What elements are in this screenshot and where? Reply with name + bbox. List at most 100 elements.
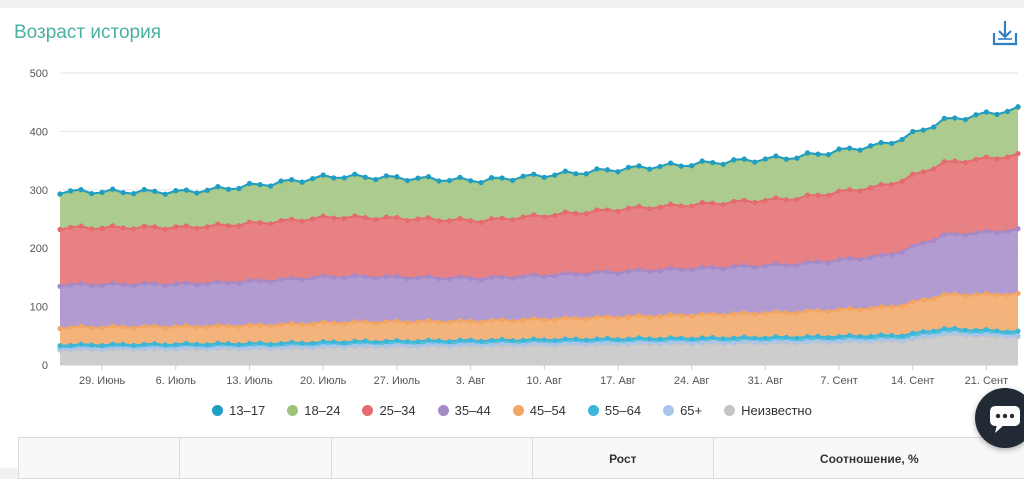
- point-45-54: [67, 325, 74, 331]
- point-55-64: [962, 327, 968, 333]
- point-45-54: [783, 310, 789, 316]
- point-35-44: [910, 243, 916, 249]
- point-45-54: [846, 305, 853, 312]
- point-55-64: [310, 340, 316, 346]
- point-13-17: [552, 172, 558, 178]
- point-45-54: [267, 323, 274, 329]
- point-55-64: [541, 337, 547, 343]
- point-45-54: [457, 317, 463, 324]
- point-45-54: [983, 290, 990, 297]
- point-45-54: [825, 308, 832, 315]
- point-45-54: [857, 307, 863, 313]
- point-35-44: [246, 277, 253, 284]
- point-13-17: [310, 175, 316, 182]
- point-13-17: [362, 174, 368, 180]
- point-35-44: [878, 252, 884, 258]
- point-55-64: [931, 328, 937, 334]
- point-45-54: [141, 323, 147, 330]
- legend-item[interactable]: 13–17: [212, 400, 265, 420]
- point-55-64: [204, 342, 210, 348]
- point-45-54: [699, 311, 705, 317]
- legend-item[interactable]: Неизвестно: [724, 400, 812, 420]
- point-45-54: [720, 312, 726, 318]
- point-45-54: [299, 322, 305, 328]
- point-13-17: [67, 188, 74, 194]
- point-13-17: [783, 156, 789, 162]
- x-tick-label: 27. Июль: [374, 375, 421, 387]
- point-45-54: [467, 318, 474, 324]
- series-markers: [57, 104, 1021, 353]
- point-45-54: [583, 316, 589, 322]
- point-65+: [857, 338, 863, 344]
- point-25-34: [931, 166, 937, 172]
- point-35-44: [57, 283, 63, 289]
- point-25-34: [446, 218, 453, 224]
- legend-item[interactable]: 35–44: [437, 400, 491, 420]
- chart-legend: 13–17 18–24 25–34 35–44 45–54 55–64 65+ Неизвес…: [0, 400, 1024, 420]
- legend-item[interactable]: 18–24: [287, 400, 340, 420]
- point-65+: [783, 338, 789, 344]
- point-55-64: [99, 342, 105, 349]
- point-25-34: [889, 181, 895, 188]
- point-55-64: [889, 332, 895, 339]
- point-55-64: [773, 334, 779, 340]
- point-55-64: [710, 334, 716, 341]
- point-13-17: [1004, 108, 1011, 114]
- point-45-54: [88, 325, 95, 331]
- point-25-34: [941, 159, 947, 165]
- point-45-54: [278, 322, 284, 328]
- download-icon[interactable]: [990, 18, 1020, 48]
- legend-item[interactable]: 55–64: [587, 400, 641, 420]
- point-35-44: [204, 281, 210, 287]
- point-13-17: [320, 172, 326, 178]
- point-45-54: [110, 323, 116, 329]
- point-35-44: [173, 281, 179, 287]
- point-55-64: [594, 336, 600, 342]
- point-45-54: [225, 323, 232, 329]
- point-65+: [78, 345, 84, 351]
- point-65+: [246, 345, 253, 351]
- point-13-17: [152, 188, 158, 194]
- x-tick-label: 13. Июль: [226, 375, 273, 387]
- point-25-34: [962, 159, 968, 166]
- point-35-44: [741, 262, 747, 269]
- point-55-64: [583, 337, 589, 343]
- point-13-17: [878, 139, 884, 146]
- point-13-17: [1015, 104, 1021, 110]
- point-65+: [1015, 332, 1021, 339]
- point-65+: [573, 340, 579, 346]
- legend-label: 13–17: [229, 402, 266, 418]
- point-65+: [699, 339, 705, 346]
- point-25-34: [731, 198, 737, 204]
- legend-item[interactable]: 45–54: [512, 400, 566, 420]
- x-tick-label: 6. Июль: [156, 375, 197, 387]
- point-45-54: [383, 319, 389, 325]
- legend-item[interactable]: 65+: [663, 400, 702, 420]
- y-tick-label: 400: [30, 126, 48, 138]
- point-55-64: [57, 343, 63, 349]
- point-55-64: [1004, 329, 1011, 335]
- legend-item[interactable]: 25–34: [362, 400, 416, 420]
- point-55-64: [689, 336, 695, 342]
- point-35-44: [520, 273, 526, 280]
- point-13-17: [383, 173, 389, 179]
- point-13-17: [131, 190, 137, 197]
- point-35-44: [857, 256, 863, 263]
- point-25-34: [836, 188, 842, 194]
- point-55-64: [667, 335, 674, 341]
- point-25-34: [604, 207, 611, 213]
- area-18-24: [60, 107, 1018, 230]
- point-13-17: [204, 187, 210, 193]
- point-55-64: [299, 340, 305, 346]
- point-45-54: [99, 325, 105, 331]
- point-35-44: [625, 268, 632, 274]
- point-13-17: [794, 155, 800, 161]
- point-35-44: [794, 262, 800, 268]
- legend-dot: [587, 404, 599, 416]
- point-45-54: [78, 323, 84, 330]
- point-35-44: [489, 274, 495, 280]
- point-45-54: [741, 310, 747, 316]
- point-65+: [931, 333, 937, 339]
- chat-bubble-icon[interactable]: [975, 388, 1024, 448]
- point-55-64: [373, 339, 379, 345]
